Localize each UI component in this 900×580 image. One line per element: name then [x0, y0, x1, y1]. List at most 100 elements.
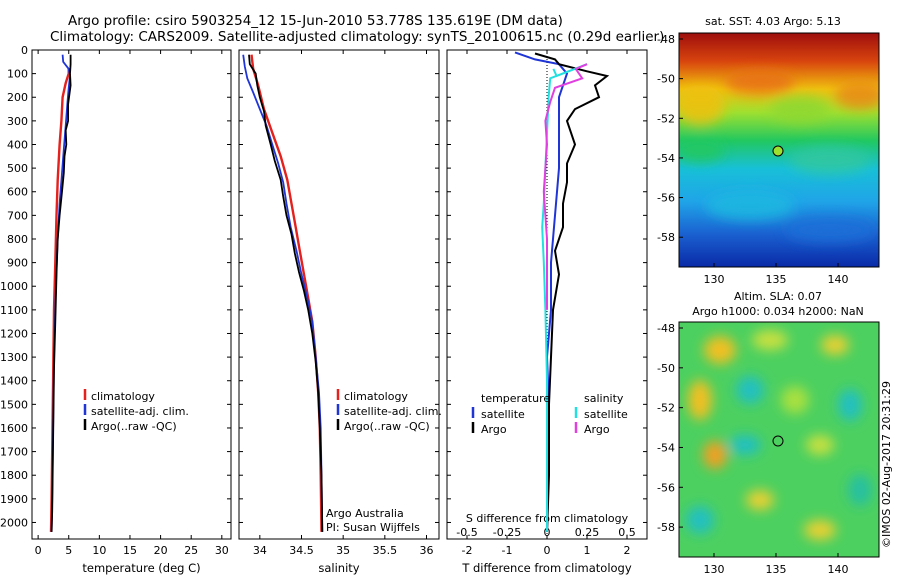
x-tick-label-salinity: 0: [544, 526, 551, 539]
depth-tick-label: 800: [7, 233, 28, 246]
legend-label: satellite: [584, 408, 628, 421]
lon-tick-label: 140: [828, 273, 849, 286]
x-tick-label: 30: [215, 544, 229, 557]
depth-tick-label: 200: [7, 91, 28, 104]
temperature-panel: 0100200300400500600700800900100011001200…: [0, 44, 232, 575]
x-tick-label: 20: [154, 544, 168, 557]
difference-panel: -2 -1 0 1 2-0.5 -0.25 0 0.25 0.5S difference fro…: [446, 49, 648, 575]
depth-tick-label: 1800: [0, 469, 28, 482]
lat-tick-label: -50: [657, 362, 675, 375]
legend-title-temperature: temperature: [481, 392, 550, 405]
lat-tick-label: -58: [657, 231, 675, 244]
depth-tick-label: 1300: [0, 351, 28, 364]
depth-tick-label: 1000: [0, 280, 28, 293]
title-line-1: Argo profile: csiro 5903254_12 15-Jun-20…: [68, 13, 563, 29]
series-line-t-satellite: [514, 51, 569, 532]
x-tick-label-salinity: 0.5: [618, 526, 636, 539]
x-tick-label-salinity: 0.25: [575, 526, 600, 539]
lat-tick-label: -48: [657, 33, 675, 46]
lat-tick-label: -48: [657, 322, 675, 335]
depth-tick-label: 1700: [0, 446, 28, 459]
lat-tick-label: -56: [657, 192, 675, 205]
depth-tick-label: 1900: [0, 493, 28, 506]
depth-tick-label: 900: [7, 257, 28, 270]
lon-tick-label: 135: [766, 563, 787, 576]
lon-tick-label: 130: [704, 273, 725, 286]
x-tick-label-salinity: -0.5: [456, 526, 477, 539]
x-tick-label: 5: [65, 544, 72, 557]
lat-tick-label: -56: [657, 481, 675, 494]
legend-title-salinity: salinity: [584, 392, 624, 405]
x-tick-label: 34.5: [289, 544, 314, 557]
depth-tick-label: 2000: [0, 516, 28, 529]
credit-text: PI: Susan Wijffels: [326, 521, 420, 534]
lat-tick-label: -52: [657, 402, 675, 415]
depth-tick-label: 400: [7, 138, 28, 151]
series-line-climatology: [250, 54, 323, 532]
legend-label: satellite-adj. clim.: [91, 405, 189, 418]
x-tick-label: 35.5: [373, 544, 398, 557]
lon-tick-label: 135: [766, 273, 787, 286]
x-tick-label: 1: [584, 544, 591, 557]
x-tick-label: 35: [336, 544, 350, 557]
depth-tick-label: 1600: [0, 422, 28, 435]
legend-label: Argo: [584, 423, 610, 436]
x-tick-label: 10: [92, 544, 106, 557]
credit-text: Argo Australia: [326, 507, 404, 520]
plot-frame: [238, 49, 440, 540]
legend-label: Argo: [481, 423, 507, 436]
depth-tick-label: 1400: [0, 375, 28, 388]
legend-label: Argo(..raw -QC): [91, 420, 177, 433]
sla-map-title-1: Altim. SLA: 0.07: [734, 290, 822, 303]
x-tick-label: 0: [544, 544, 551, 557]
lat-tick-label: -52: [657, 112, 675, 125]
legend-label: climatology: [344, 390, 408, 403]
series-line-satellite: [242, 54, 324, 532]
x-tick-label: -2: [462, 544, 473, 557]
lon-tick-label: 130: [704, 563, 725, 576]
x-axis-label: salinity: [318, 561, 359, 575]
argo-position-marker: [772, 145, 784, 157]
depth-tick-label: 500: [7, 162, 28, 175]
depth-tick-label: 1100: [0, 304, 28, 317]
legend-label: Argo(..raw -QC): [344, 420, 430, 433]
depth-tick-label: 600: [7, 186, 28, 199]
sla-map-title-2: Argo h1000: 0.034 h2000: NaN: [692, 305, 864, 318]
lat-tick-label: -54: [657, 441, 675, 454]
depth-tick-label: 0: [21, 44, 28, 57]
salinity-panel: 34 34.5 35 35.5 36 salinity climatology satelli…: [238, 49, 442, 575]
legend-label: climatology: [91, 390, 155, 403]
x-tick-label-salinity: -0.25: [493, 526, 521, 539]
series-line-argo: [248, 54, 324, 532]
imos-stamp: ©IMOS 02-Aug-2017 20:31:29: [880, 381, 893, 548]
x-tick-label: 0: [35, 544, 42, 557]
lat-tick-label: -50: [657, 73, 675, 86]
title-line-2: Climatology: CARS2009. Satellite-adjuste…: [50, 29, 664, 45]
depth-tick-label: 700: [7, 209, 28, 222]
x-tick-label: 2: [624, 544, 631, 557]
legend-label: satellite-adj. clim.: [344, 405, 442, 418]
sst-map: sat. SST: 4.03 Argo: 5.13 -48 -50 -52 -54 -5…: [657, 15, 880, 286]
legend-label: satellite: [481, 408, 525, 421]
lat-tick-label: -54: [657, 152, 675, 165]
depth-tick-label: 300: [7, 115, 28, 128]
plot-frame: [31, 49, 232, 540]
sla-map: Altim. SLA: 0.07 Argo h1000: 0.034 h2000…: [657, 290, 880, 576]
x-tick-label: 34: [253, 544, 267, 557]
argo-position-marker-sla: [772, 435, 784, 447]
x-axis-label: temperature (deg C): [82, 561, 200, 575]
series-line-s-argo: [542, 63, 588, 310]
lat-tick-label: -58: [657, 521, 675, 534]
x-axis-label: T difference from climatology: [461, 561, 632, 575]
x-tick-label: -1: [502, 544, 513, 557]
series-line-argo: [50, 54, 72, 532]
x-tick-label: 25: [184, 544, 198, 557]
depth-tick-label: 100: [7, 68, 28, 81]
x-tick-label: 36: [420, 544, 434, 557]
depth-tick-label: 1500: [0, 398, 28, 411]
lon-tick-label: 140: [828, 563, 849, 576]
sst-map-title: sat. SST: 4.03 Argo: 5.13: [705, 15, 841, 28]
series-line-t-argo: [534, 52, 610, 532]
depth-tick-label: 1200: [0, 327, 28, 340]
